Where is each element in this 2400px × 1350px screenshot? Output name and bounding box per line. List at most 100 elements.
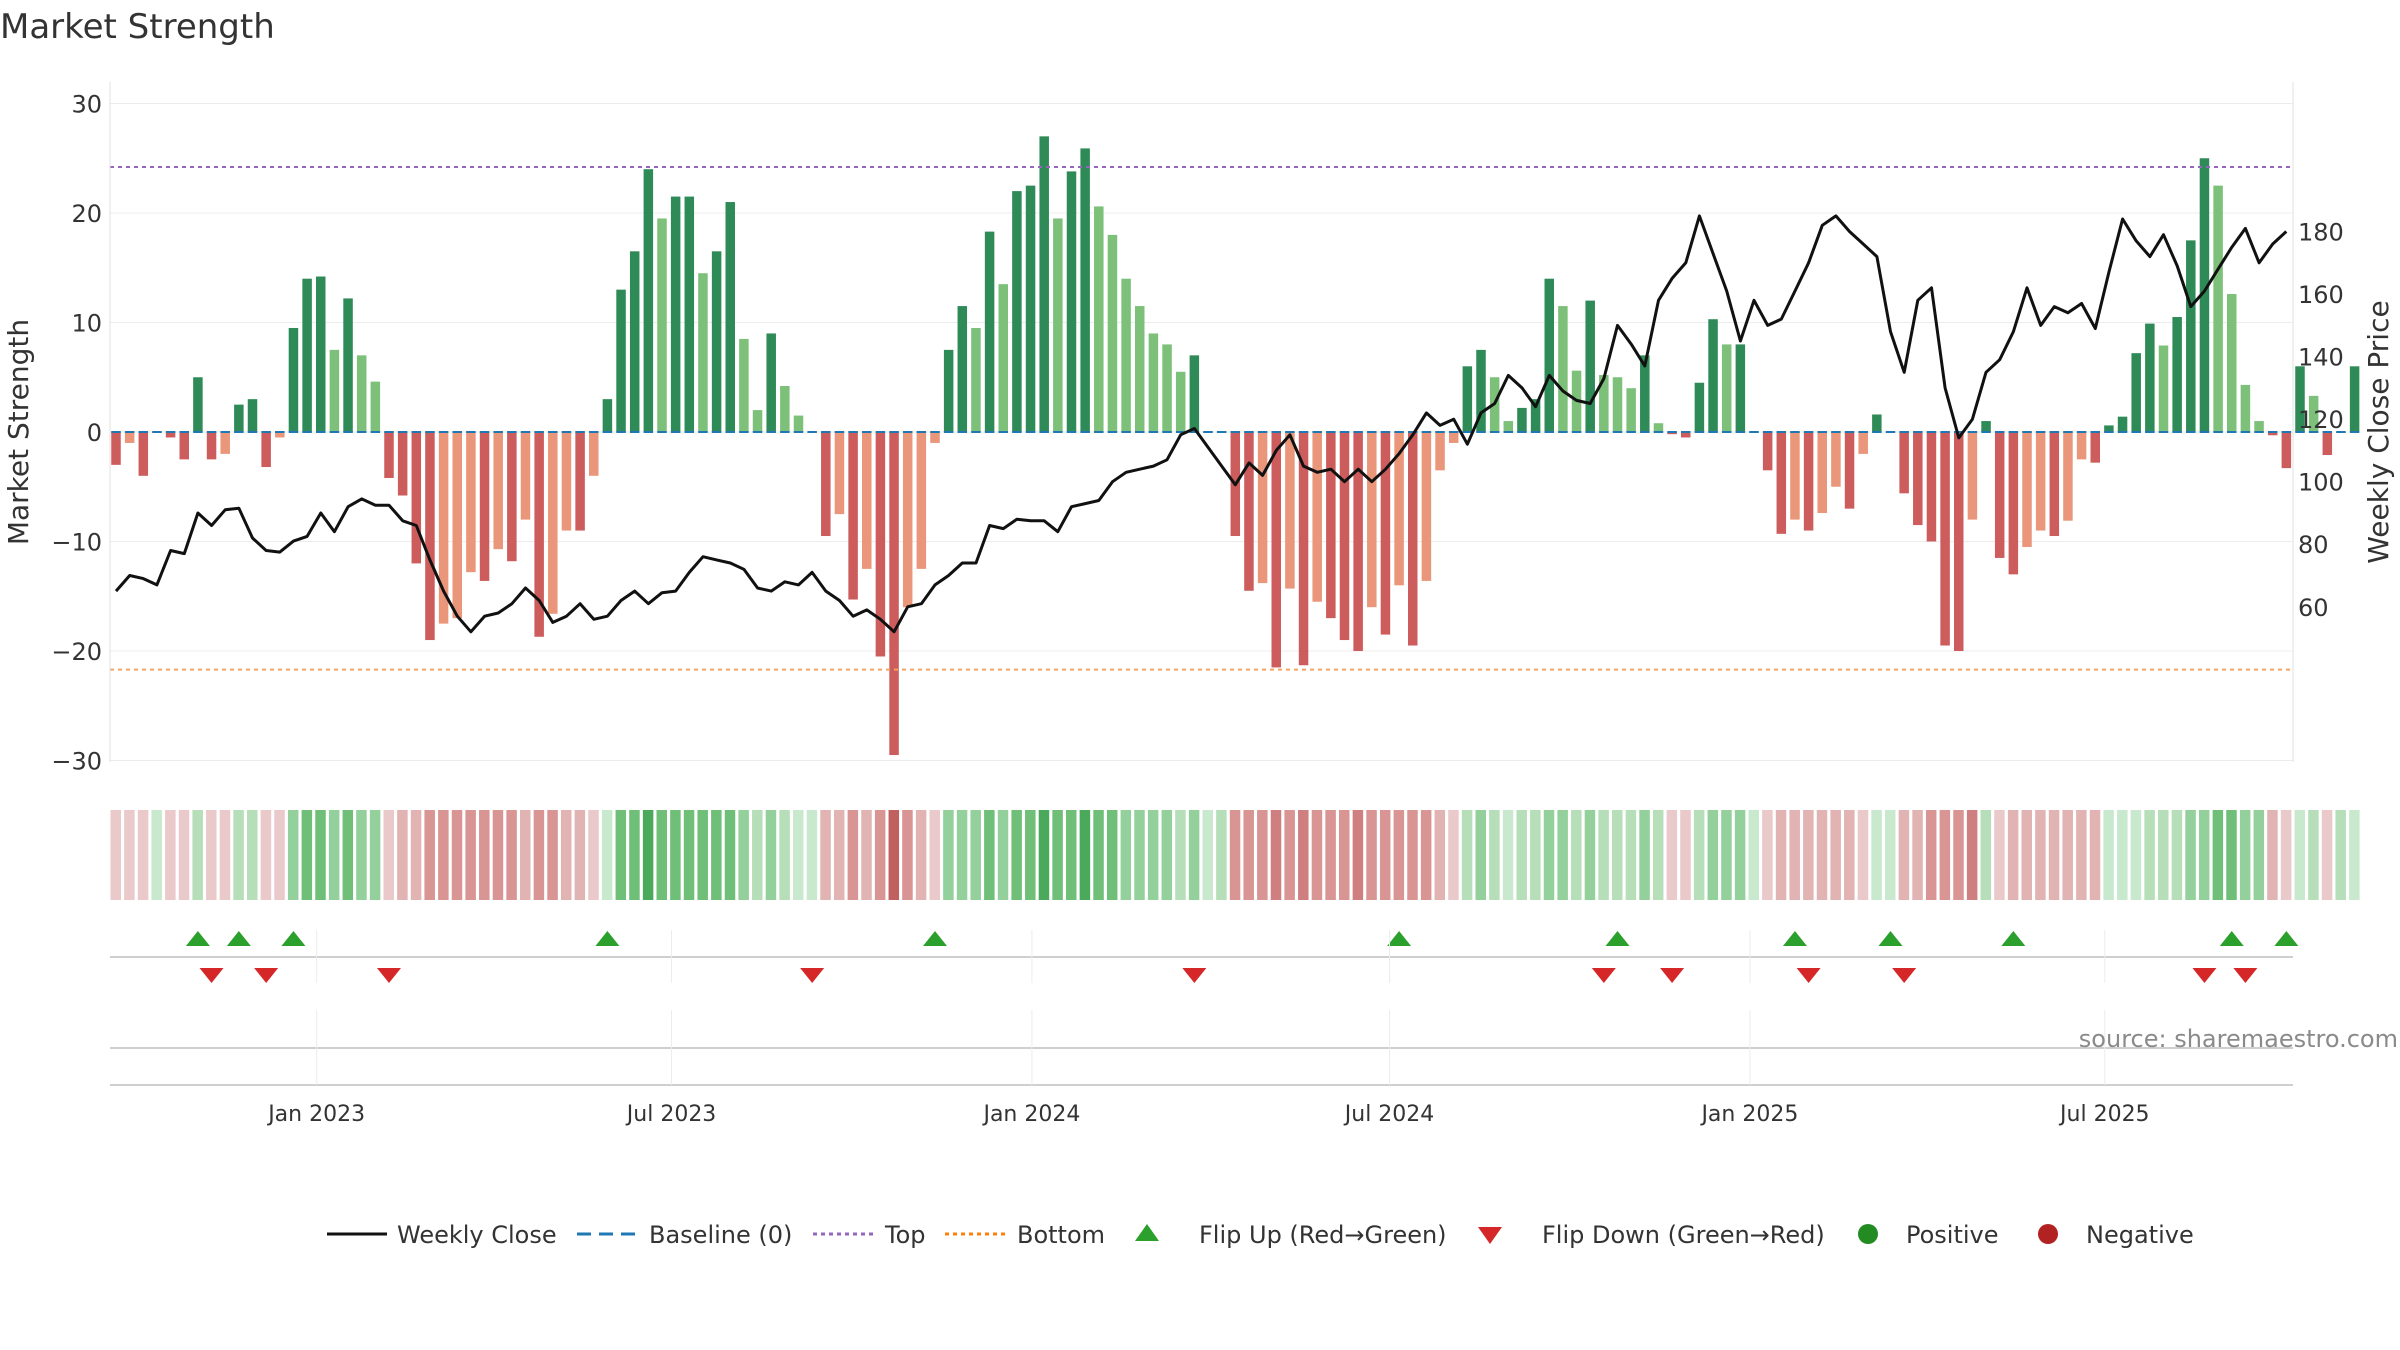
strength-bar	[1367, 432, 1377, 608]
y-tick-left: 20	[71, 200, 102, 228]
strength-bar	[930, 432, 940, 443]
strength-bar	[1940, 432, 1950, 646]
regime-cell	[247, 810, 258, 900]
regime-cell	[929, 810, 940, 900]
regime-cell	[1052, 810, 1063, 900]
strength-bar	[862, 432, 872, 569]
legend-item: Flip Down (Green→Red)	[1478, 1221, 1825, 1249]
regime-cell	[1284, 810, 1295, 900]
strength-bar	[1271, 432, 1281, 668]
strength-bar	[2076, 432, 2087, 460]
strength-bar	[1012, 191, 1022, 432]
flip-down-marker	[1660, 968, 1685, 983]
regime-cell	[137, 810, 149, 900]
regime-cell	[1612, 810, 1623, 900]
regime-cell	[1953, 810, 1964, 900]
regime-cell	[178, 810, 190, 900]
regime-cell	[1379, 810, 1391, 900]
legend-item: Top	[813, 1221, 926, 1249]
regime-cell	[260, 810, 272, 900]
strength-bar	[602, 399, 613, 432]
regime-cell	[806, 810, 818, 900]
strength-bar	[589, 432, 599, 476]
strength-bar	[575, 432, 585, 531]
regime-cell	[915, 810, 927, 900]
regime-cell	[1857, 810, 1869, 900]
strength-bar	[384, 432, 394, 478]
strength-bar	[479, 432, 490, 581]
regime-cell	[1229, 810, 1241, 900]
y-tick-right: 140	[2298, 344, 2344, 372]
strength-bar	[1776, 432, 1787, 534]
legend-label: Flip Down (Green→Red)	[1542, 1221, 1825, 1249]
flip-down-marker	[2192, 968, 2217, 983]
regime-cell	[1489, 810, 1500, 900]
strength-bar	[616, 289, 626, 432]
regime-cell	[520, 810, 531, 900]
strength-bar	[111, 432, 121, 465]
strength-bar	[1066, 171, 1077, 432]
regime-cell	[1789, 810, 1800, 900]
strength-bar	[1612, 377, 1623, 432]
regime-cell	[1871, 810, 1882, 900]
strength-bar	[971, 327, 981, 432]
strength-bar	[1312, 432, 1322, 602]
x-tick-label: Jul 2025	[2058, 1102, 2150, 1127]
grid-lines	[110, 103, 2293, 761]
regime-cell	[2035, 810, 2046, 900]
regime-cell	[1216, 810, 1227, 900]
strength-bar	[957, 306, 968, 432]
strength-bars	[111, 136, 2360, 756]
strength-bar	[302, 278, 312, 432]
regime-cell	[724, 810, 736, 900]
regime-cell	[997, 810, 1009, 900]
strength-bar	[1121, 278, 1131, 432]
regime-cell	[1925, 810, 1937, 900]
legend-label: Negative	[2086, 1221, 2194, 1249]
strength-bar	[370, 381, 381, 432]
x-tick-label: Jul 2024	[1343, 1102, 1435, 1127]
regime-cell	[588, 810, 599, 900]
flip-up-marker	[2219, 931, 2244, 946]
regime-cell	[1830, 810, 1841, 900]
regime-cell	[1066, 810, 1077, 900]
regime-cell	[479, 810, 490, 900]
strength-bar	[1257, 432, 1268, 584]
regime-cell	[2144, 810, 2155, 900]
strength-bar	[452, 432, 462, 619]
legend-label: Weekly Close	[397, 1221, 557, 1249]
strength-bar	[2008, 432, 2019, 575]
regime-cell	[670, 810, 681, 900]
regime-cell	[1270, 810, 1282, 900]
strength-bar	[520, 432, 531, 520]
regime-cell	[438, 810, 449, 900]
regime-cell	[1202, 810, 1213, 900]
strength-bar	[1599, 375, 1609, 432]
strength-bar	[1926, 432, 1937, 542]
strength-bar	[1175, 371, 1186, 432]
strength-bar	[316, 276, 326, 432]
regime-cell	[1734, 810, 1746, 900]
regime-cell	[1188, 810, 1200, 900]
regime-cell	[1571, 810, 1582, 900]
chart-title: Market Strength	[0, 7, 275, 47]
strength-bar	[2063, 432, 2073, 521]
strength-bar	[1558, 306, 1568, 432]
strength-bar	[1899, 432, 1909, 494]
strength-bar	[943, 349, 954, 432]
strength-bar	[2186, 240, 2196, 432]
strength-bar	[124, 432, 135, 443]
regime-cell	[2048, 810, 2060, 900]
legend: Weekly Close Baseline (0) Top Bottom Flip Up…	[327, 1221, 2194, 1249]
regime-cell	[1639, 810, 1650, 900]
regime-cell	[1680, 810, 1691, 900]
source-label: source: sharemaestro.com	[2079, 1025, 2398, 1053]
regime-cell	[2253, 810, 2265, 900]
strength-bar	[1244, 432, 1254, 591]
strength-bar	[193, 377, 203, 432]
strength-bar	[711, 251, 722, 432]
x-tick-label: Jan 2024	[981, 1102, 1080, 1127]
flip-down-marker	[254, 968, 279, 983]
legend-swatch	[1135, 1224, 1159, 1241]
